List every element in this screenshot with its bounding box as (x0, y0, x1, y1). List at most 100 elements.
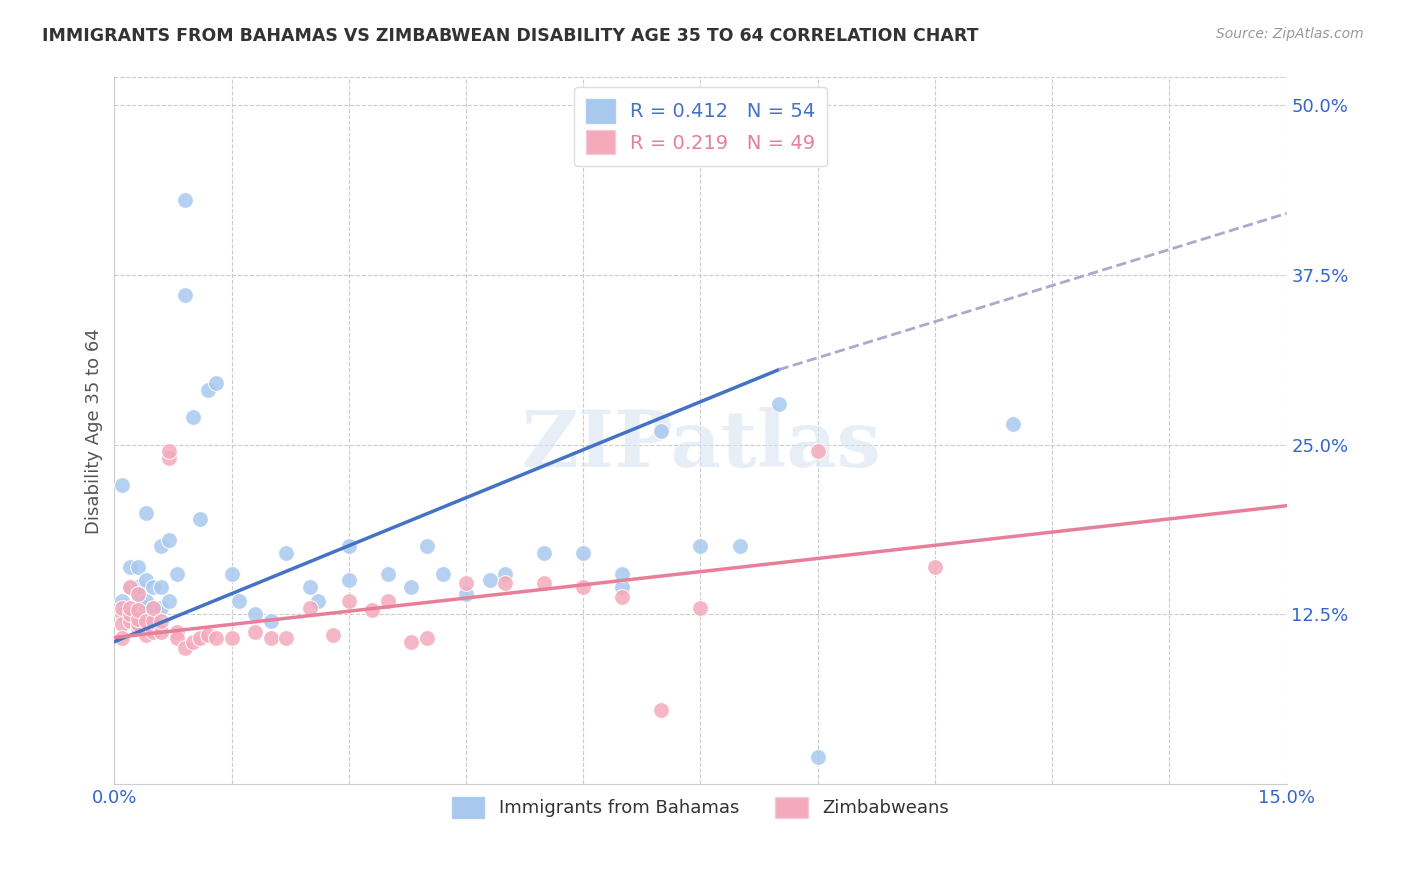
Point (650, 424, 672, 438)
Point (142, 600, 165, 615)
Point (127, 587, 149, 601)
Point (650, 703, 672, 717)
Point (298, 580, 321, 594)
Point (150, 540, 173, 554)
Point (689, 540, 711, 554)
Point (118, 600, 141, 615)
Point (142, 625, 165, 640)
Point (337, 574, 360, 588)
Point (150, 580, 173, 594)
Y-axis label: Disability Age 35 to 64: Disability Age 35 to 64 (86, 328, 103, 533)
Point (454, 587, 477, 601)
Point (181, 634, 204, 648)
Point (135, 614, 157, 628)
Point (157, 451, 180, 466)
Point (221, 566, 243, 581)
Point (337, 594, 360, 608)
Point (127, 603, 149, 617)
Point (150, 600, 173, 615)
Point (401, 580, 423, 594)
Text: ZIPatlas: ZIPatlas (520, 407, 880, 483)
Point (127, 617, 149, 632)
Point (401, 634, 423, 648)
Point (228, 594, 250, 608)
Point (142, 614, 165, 628)
Point (142, 580, 165, 594)
Point (689, 600, 711, 615)
Point (197, 628, 219, 642)
Point (135, 594, 157, 608)
Point (377, 594, 399, 608)
Point (728, 540, 751, 554)
Point (157, 533, 180, 547)
Point (276, 546, 298, 560)
Point (166, 631, 188, 645)
Point (533, 546, 555, 560)
Point (111, 631, 134, 645)
Point (111, 617, 134, 632)
Point (166, 625, 188, 640)
Point (612, 580, 634, 594)
Point (190, 512, 212, 526)
Point (361, 603, 384, 617)
Point (111, 600, 134, 615)
Point (135, 628, 157, 642)
Point (135, 600, 157, 615)
Point (111, 478, 134, 492)
Point (205, 631, 228, 645)
Point (322, 628, 344, 642)
Point (260, 614, 283, 628)
Point (307, 594, 329, 608)
Point (298, 600, 321, 615)
Point (173, 193, 195, 207)
Point (205, 376, 228, 391)
Point (118, 614, 141, 628)
Point (135, 574, 157, 588)
Point (173, 288, 195, 302)
Point (127, 600, 149, 615)
Point (150, 625, 173, 640)
Point (127, 560, 149, 574)
Text: IMMIGRANTS FROM BAHAMAS VS ZIMBABWEAN DISABILITY AGE 35 TO 64 CORRELATION CHART: IMMIGRANTS FROM BAHAMAS VS ZIMBABWEAN DI… (42, 27, 979, 45)
Legend: Immigrants from Bahamas, Zimbabweans: Immigrants from Bahamas, Zimbabweans (444, 789, 956, 825)
Point (416, 540, 439, 554)
Point (416, 631, 439, 645)
Point (190, 631, 212, 645)
Point (157, 444, 180, 458)
Point (572, 546, 595, 560)
Point (135, 607, 157, 622)
Point (572, 580, 595, 594)
Point (478, 574, 501, 588)
Point (118, 560, 141, 574)
Point (533, 576, 555, 591)
Point (221, 631, 243, 645)
Point (260, 631, 283, 645)
Point (111, 594, 134, 608)
Point (197, 383, 219, 397)
Point (924, 560, 946, 574)
Point (127, 621, 149, 635)
Point (1002, 417, 1025, 431)
Point (127, 587, 149, 601)
Point (494, 576, 516, 591)
Point (337, 540, 360, 554)
Point (377, 566, 399, 581)
Point (612, 566, 634, 581)
Point (454, 576, 477, 591)
Point (150, 614, 173, 628)
Point (127, 611, 149, 625)
Point (142, 600, 165, 615)
Point (768, 397, 790, 411)
Point (166, 566, 188, 581)
Point (243, 625, 266, 640)
Point (276, 631, 298, 645)
Point (135, 506, 157, 520)
Point (111, 607, 134, 622)
Point (612, 590, 634, 604)
Point (142, 607, 165, 622)
Point (118, 607, 141, 622)
Point (157, 594, 180, 608)
Point (243, 607, 266, 622)
Point (807, 444, 830, 458)
Point (173, 641, 195, 656)
